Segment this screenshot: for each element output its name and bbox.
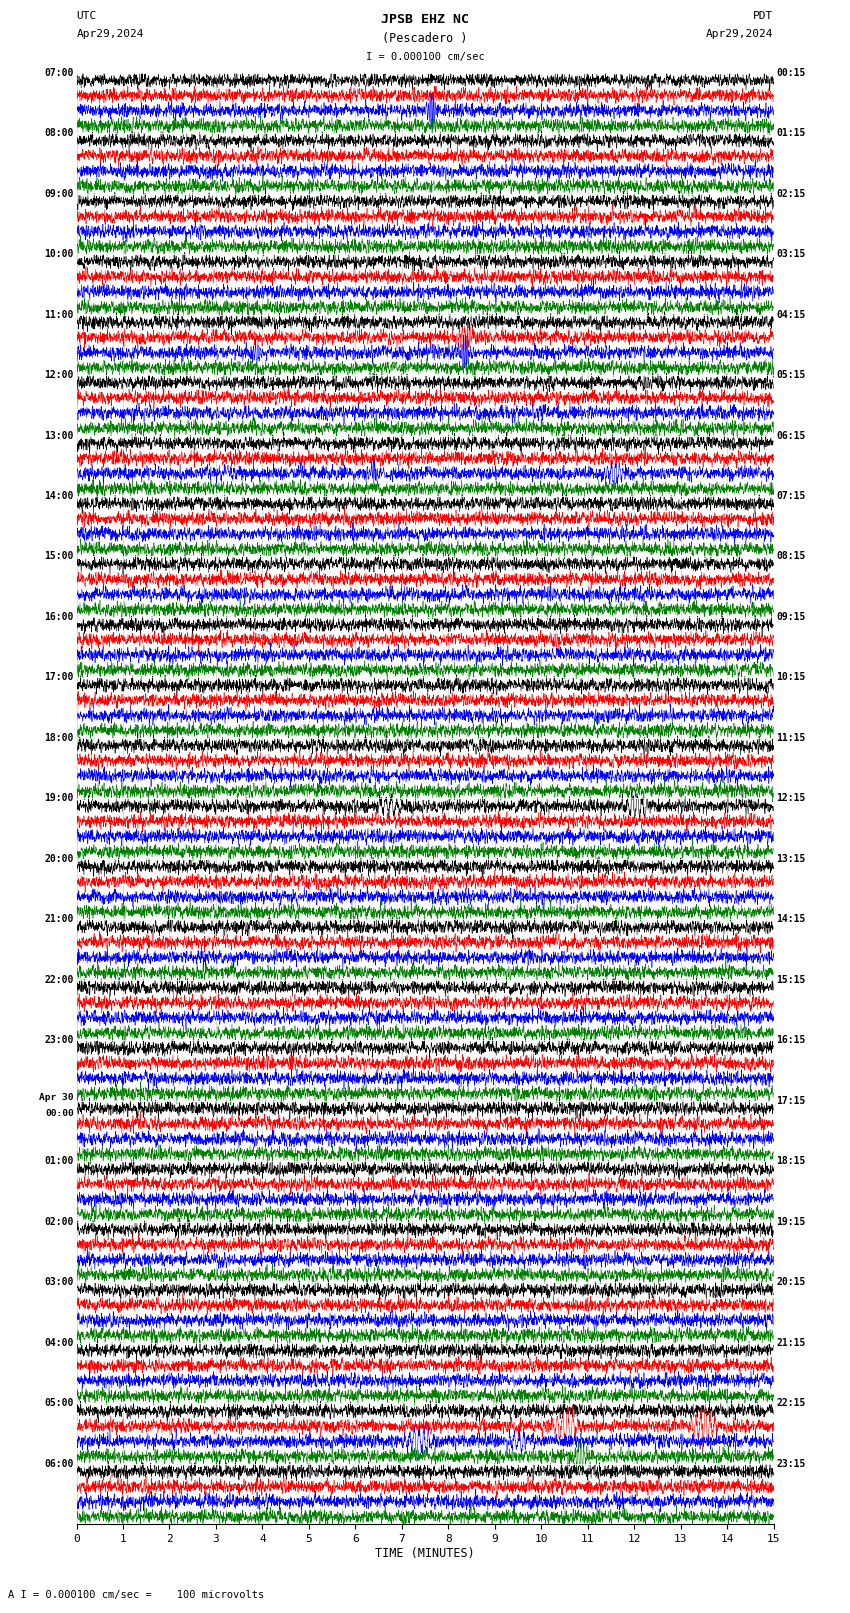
Text: 06:15: 06:15 [776, 431, 806, 440]
Text: 14:00: 14:00 [44, 490, 74, 502]
Text: 08:00: 08:00 [44, 127, 74, 139]
Text: 01:15: 01:15 [776, 127, 806, 139]
Text: 21:00: 21:00 [44, 915, 74, 924]
Text: 12:15: 12:15 [776, 794, 806, 803]
Text: 08:15: 08:15 [776, 552, 806, 561]
Text: 06:00: 06:00 [44, 1458, 74, 1469]
Text: 00:15: 00:15 [776, 68, 806, 77]
Text: 04:00: 04:00 [44, 1337, 74, 1348]
Text: PDT: PDT [753, 11, 774, 21]
Text: I = 0.000100 cm/sec: I = 0.000100 cm/sec [366, 52, 484, 61]
Text: 17:00: 17:00 [44, 673, 74, 682]
Text: 17:15: 17:15 [776, 1095, 806, 1107]
Text: 11:00: 11:00 [44, 310, 74, 319]
Text: 03:00: 03:00 [44, 1277, 74, 1287]
Text: 10:00: 10:00 [44, 248, 74, 260]
Text: 05:15: 05:15 [776, 369, 806, 381]
Text: 09:15: 09:15 [776, 611, 806, 623]
Text: 18:00: 18:00 [44, 732, 74, 744]
Text: 03:15: 03:15 [776, 248, 806, 260]
Text: 18:15: 18:15 [776, 1157, 806, 1166]
Text: 12:00: 12:00 [44, 369, 74, 381]
Text: 02:15: 02:15 [776, 189, 806, 198]
Text: 22:00: 22:00 [44, 974, 74, 986]
Text: 23:00: 23:00 [44, 1036, 74, 1045]
Text: Apr29,2024: Apr29,2024 [706, 29, 774, 39]
Text: 16:00: 16:00 [44, 611, 74, 623]
Text: 00:00: 00:00 [45, 1110, 74, 1118]
Text: 13:15: 13:15 [776, 853, 806, 865]
X-axis label: TIME (MINUTES): TIME (MINUTES) [375, 1547, 475, 1560]
Text: 07:00: 07:00 [44, 68, 74, 77]
Text: (Pescadero ): (Pescadero ) [382, 32, 468, 45]
Text: 05:00: 05:00 [44, 1398, 74, 1408]
Text: 20:15: 20:15 [776, 1277, 806, 1287]
Text: Apr 30: Apr 30 [39, 1094, 74, 1102]
Text: 07:15: 07:15 [776, 490, 806, 502]
Text: 13:00: 13:00 [44, 431, 74, 440]
Text: 21:15: 21:15 [776, 1337, 806, 1348]
Text: 16:15: 16:15 [776, 1036, 806, 1045]
Text: Apr29,2024: Apr29,2024 [76, 29, 144, 39]
Text: 09:00: 09:00 [44, 189, 74, 198]
Text: 23:15: 23:15 [776, 1458, 806, 1469]
Text: 11:15: 11:15 [776, 732, 806, 744]
Text: 04:15: 04:15 [776, 310, 806, 319]
Text: 01:00: 01:00 [44, 1157, 74, 1166]
Text: 19:00: 19:00 [44, 794, 74, 803]
Text: 15:00: 15:00 [44, 552, 74, 561]
Text: 22:15: 22:15 [776, 1398, 806, 1408]
Text: 20:00: 20:00 [44, 853, 74, 865]
Text: 19:15: 19:15 [776, 1216, 806, 1227]
Text: 10:15: 10:15 [776, 673, 806, 682]
Text: UTC: UTC [76, 11, 97, 21]
Text: 14:15: 14:15 [776, 915, 806, 924]
Text: JPSB EHZ NC: JPSB EHZ NC [381, 13, 469, 26]
Text: A I = 0.000100 cm/sec =    100 microvolts: A I = 0.000100 cm/sec = 100 microvolts [8, 1590, 264, 1600]
Text: 02:00: 02:00 [44, 1216, 74, 1227]
Text: 15:15: 15:15 [776, 974, 806, 986]
